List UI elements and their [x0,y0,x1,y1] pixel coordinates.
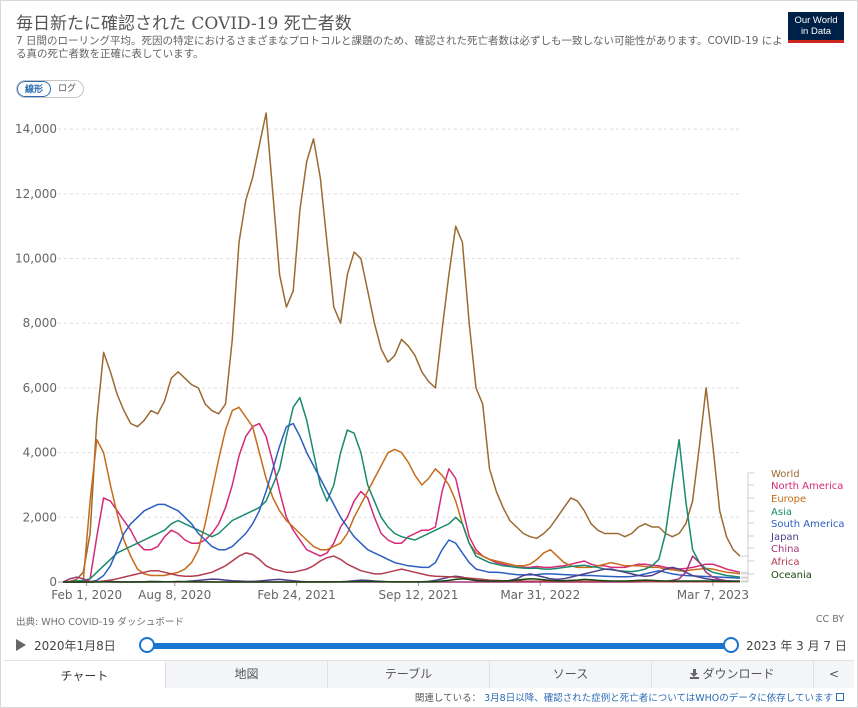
timeline: 2020年1月8日 2023 年 3 月 7 日 [16,636,847,656]
tab-download-label: ダウンロード [702,667,775,681]
series-line [63,578,740,583]
y-tick-label: 8,000 [23,316,57,330]
tab-chart[interactable]: チャート [4,661,166,688]
series-line [63,552,740,583]
y-tick-label: 14,000 [15,122,57,136]
related-link[interactable]: 3月8日以降、確認された症例と死亡者についてはWHOのデータに依存しています [484,693,833,704]
legend-label: Japan [770,532,799,543]
x-tick-label: Sep 12, 2021 [378,588,458,602]
chart-subtitle: 7 日間のローリング平均。死因の特定におけるさまざまなプロトコルと課題のため、確… [16,35,783,60]
legend-label: China [771,544,800,555]
legend-label: Oceania [771,570,812,581]
timeline-start-label: 2020年1月8日 [34,639,116,653]
series-line [62,396,741,583]
download-icon [690,669,700,679]
tab-download[interactable]: ダウンロード [652,661,814,688]
share-icon: < [828,667,840,681]
timeline-track[interactable] [146,643,732,649]
timeline-start-handle[interactable] [139,637,155,653]
x-tick-label: Aug 8, 2020 [138,588,211,602]
x-tick-label: Feb 1, 2020 [51,588,122,602]
y-tick-label: 0 [49,575,57,589]
source-note[interactable]: 出典: WHO COVID-19 ダッシュボード [16,617,184,628]
scale-toggle: 線形 ログ [16,80,85,98]
series-line [63,422,741,583]
line-chart: 0 2,000 4,000 6,000 8,000 10,000 12,000 14,000 F… [15,112,845,602]
related-note: 関連している： 3月8日以降、確認された症例と死亡者についてはWHOのデータに依… [415,690,844,704]
logo-line-2: in Data [800,26,832,37]
timeline-end-handle[interactable] [723,637,739,653]
license-label[interactable]: CC BY [815,614,844,625]
legend-label: Asia [771,507,792,518]
related-prefix: 関連している： [414,693,482,704]
scale-linear-button[interactable]: 線形 [17,81,52,97]
y-tick-label: 6,000 [23,381,57,395]
legend-label: North America [771,481,843,492]
tab-bar: チャート 地図 テーブル ソース ダウンロード < [4,660,854,688]
tab-map[interactable]: 地図 [166,661,328,688]
timeline-end-label: 2023 年 3 月 7 日 [746,639,847,653]
legend-label: World [771,469,800,480]
owid-logo[interactable]: Our World in Data [788,12,844,43]
y-tick-label: 4,000 [23,446,57,460]
external-link-icon [836,693,844,701]
x-tick-label: Mar 7, 2023 [677,588,749,602]
tab-table[interactable]: テーブル [328,661,490,688]
chart-title: 毎日新たに確認された COVID-19 死亡者数 [16,14,352,34]
series-line [62,112,741,583]
legend-connector [741,573,754,582]
series-line [63,422,741,583]
legend-label: Africa [771,557,800,568]
x-tick-label: Mar 31, 2022 [500,588,580,602]
logo-line-1: Our World [794,15,838,26]
x-tick-label: Feb 24, 2021 [257,588,336,602]
legend-label: South America [771,519,845,530]
scale-log-button[interactable]: ログ [58,84,77,94]
tab-sources[interactable]: ソース [490,661,652,688]
play-icon[interactable] [16,639,26,651]
legend-label: Europe [771,494,806,505]
y-tick-label: 2,000 [23,510,57,524]
y-tick-label: 10,000 [15,252,57,266]
share-button[interactable]: < [814,661,854,688]
series-line [63,406,741,583]
y-tick-label: 12,000 [15,187,57,201]
